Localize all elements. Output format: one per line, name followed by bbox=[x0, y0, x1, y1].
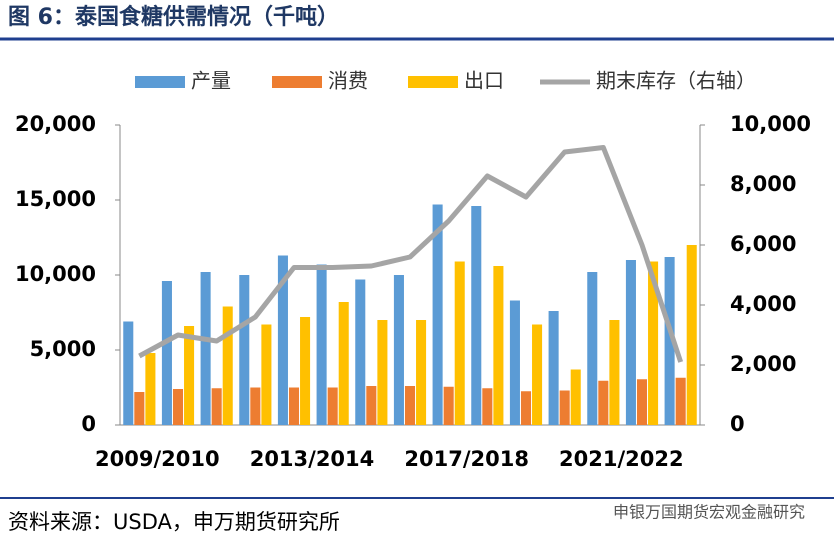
bar bbox=[366, 386, 377, 425]
bar bbox=[277, 255, 288, 425]
y2-tick-label: 2,000 bbox=[730, 352, 796, 376]
source: 资料来源：USDA，申万期货研究所 bbox=[8, 510, 340, 534]
bar bbox=[222, 306, 233, 425]
bar bbox=[675, 377, 686, 425]
bar bbox=[471, 206, 482, 425]
bar bbox=[454, 261, 465, 425]
bar bbox=[211, 388, 222, 425]
bar bbox=[664, 257, 675, 425]
x-tick-label: 2017/2018 bbox=[404, 447, 529, 471]
y-tick-label: 0 bbox=[81, 412, 96, 436]
watermark: 申银万国期货宏观金融研究 bbox=[613, 503, 805, 522]
bar bbox=[532, 324, 543, 425]
legend-label: 消费 bbox=[328, 69, 368, 93]
bar bbox=[300, 317, 311, 425]
x-tick-label: 2021/2022 bbox=[559, 447, 684, 471]
bar bbox=[609, 320, 620, 425]
bar bbox=[172, 389, 184, 425]
bar bbox=[648, 261, 659, 425]
bar bbox=[598, 380, 609, 425]
y2-tick-label: 6,000 bbox=[730, 232, 796, 256]
bar bbox=[261, 324, 272, 425]
legend-label: 出口 bbox=[464, 69, 504, 93]
x-tick-label: 2013/2014 bbox=[250, 447, 375, 471]
bar bbox=[404, 386, 416, 425]
legend-label: 产量 bbox=[191, 69, 231, 93]
y2-tick-label: 0 bbox=[730, 412, 745, 436]
bar bbox=[123, 321, 134, 425]
bar bbox=[134, 392, 145, 425]
bar bbox=[338, 302, 349, 425]
bar bbox=[432, 204, 443, 425]
bar bbox=[145, 353, 156, 425]
bar bbox=[548, 311, 559, 425]
bar bbox=[416, 320, 427, 425]
y-tick-label: 5,000 bbox=[30, 337, 96, 361]
bar bbox=[686, 245, 697, 425]
y2-tick-label: 10,000 bbox=[730, 112, 811, 136]
bar bbox=[520, 391, 532, 425]
bar bbox=[493, 266, 504, 425]
y2-tick-label: 4,000 bbox=[730, 292, 796, 316]
bar bbox=[355, 279, 366, 425]
y-tick-label: 15,000 bbox=[15, 187, 96, 211]
bar bbox=[393, 275, 404, 425]
chart-title: 图 6：泰国食糖供需情况（千吨） bbox=[8, 4, 339, 30]
bar bbox=[443, 386, 454, 425]
bar bbox=[587, 272, 598, 425]
bar bbox=[316, 264, 327, 425]
bar bbox=[250, 387, 261, 425]
legend-swatch bbox=[272, 76, 322, 88]
y-tick-label: 10,000 bbox=[15, 262, 96, 286]
bar bbox=[636, 379, 648, 425]
legend-swatch bbox=[408, 76, 458, 88]
legend-swatch bbox=[135, 76, 185, 88]
x-tick-label: 2009/2010 bbox=[95, 447, 220, 471]
bar bbox=[239, 275, 250, 425]
y-tick-label: 20,000 bbox=[15, 112, 96, 136]
line bbox=[138, 145, 684, 363]
bar bbox=[184, 326, 195, 425]
bar bbox=[161, 281, 172, 425]
bar bbox=[327, 387, 338, 425]
bar bbox=[625, 260, 636, 425]
y2-tick-label: 8,000 bbox=[730, 172, 796, 196]
bar bbox=[509, 300, 520, 425]
legend-label: 期末库存（右轴） bbox=[596, 69, 756, 93]
bar bbox=[559, 390, 570, 425]
bar bbox=[482, 388, 493, 425]
bar bbox=[288, 387, 300, 425]
bar bbox=[377, 320, 388, 425]
bar bbox=[200, 272, 211, 425]
bar bbox=[570, 369, 581, 425]
